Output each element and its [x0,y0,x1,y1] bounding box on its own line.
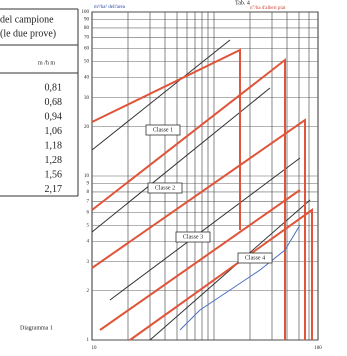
table-cell: 1,18 [45,140,63,151]
table-cell: 2,17 [45,184,63,195]
curve [129,208,313,341]
class-label-box [145,124,181,136]
table-cell: 0,68 [45,97,63,108]
y-tick-label: 2 [87,289,90,294]
reference-line [109,157,301,301]
y-tick-label: 4 [87,239,90,244]
y-tick-label: 5 [87,224,90,229]
y-tick-label: 70 [84,36,90,41]
table-caption: Tab. 4 [235,0,250,6]
class-curves [91,48,313,341]
table-cell: 1,56 [45,169,63,180]
observed-curve [179,224,301,331]
y-tick-label: 1 [87,338,90,343]
class-label-box [237,252,273,264]
reference-line [91,39,231,151]
table-cell: 1,28 [45,155,63,166]
reference-line [149,199,311,341]
table-header: del campione [0,14,54,25]
table-cell: 0,81 [45,82,63,93]
y-tick-label: 9 [87,182,90,187]
class-label: Classe 2 [155,185,175,191]
y-tick-label: 6 [87,211,90,216]
y-tick-label: 40 [84,75,90,80]
y-tick-label: 60 [84,47,90,52]
class-label: Classe 3 [183,234,203,240]
curve [91,48,241,230]
y-tick-label: 100 [82,10,90,15]
class-label-box [175,231,211,243]
y-tick-label: 80 [84,26,90,31]
curve [99,189,301,331]
y-tick-label: 10 [84,174,90,179]
curve [91,57,286,340]
y-tick-label: 3 [87,260,90,265]
column-unit: m /h m [38,60,55,66]
class-label: Classe 1 [153,127,173,133]
y-tick-label: 8 [87,190,90,195]
table-header: (le due prove) [0,28,56,39]
left-axis-title: m³/ha² dell'area [94,4,126,10]
vertical-grid [127,12,310,340]
y-tick-label: 20 [84,125,90,130]
curve [91,118,306,340]
class-label: Classe 4 [245,255,265,261]
class-label-box [147,182,183,194]
y-tick-label: 50 [84,60,90,65]
table: del campione (le due prove) m /h m [0,8,79,197]
y-tick-label: 30 [84,96,90,101]
right-axis-title: n°/ha d'alberi piat [250,6,286,11]
diagram-title: Diagramma 1 [20,325,53,331]
table-cell: 0,94 [45,111,63,122]
table-cell: 1,06 [45,126,63,137]
x-tick-label: 100 [314,346,322,351]
y-tick-label: 7 [87,200,90,205]
y-tick-label: 90 [84,18,90,23]
x-tick-label: 10 [92,346,98,351]
